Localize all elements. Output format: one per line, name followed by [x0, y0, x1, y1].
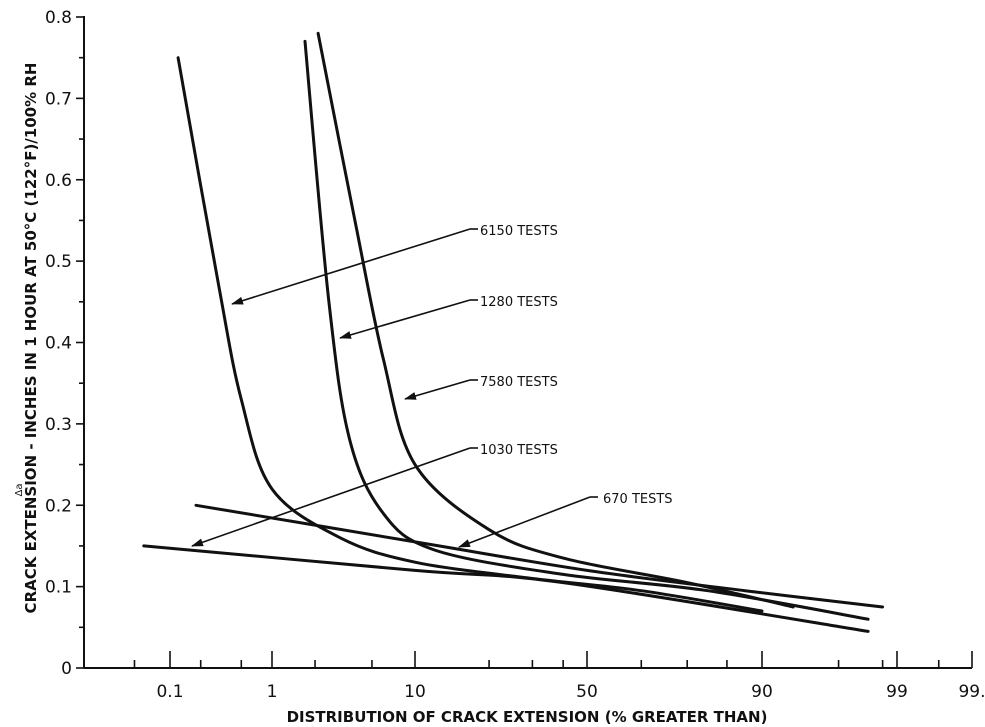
series-label: 7580 TESTS	[480, 375, 558, 390]
annotation-arrow	[458, 496, 591, 548]
x-axis-title: DISTRIBUTION OF CRACK EXTENSION (% GREAT…	[287, 708, 768, 726]
x-tick-label: 1	[267, 682, 278, 702]
series-line-0	[176, 56, 764, 613]
annotation-arrow	[191, 447, 471, 547]
axis-titles: DISTRIBUTION OF CRACK EXTENSION (% GREAT…	[14, 63, 767, 726]
series-label: 6150 TESTS	[480, 224, 558, 239]
x-tick-label: 50	[576, 682, 598, 702]
y-tick-label: 0.2	[45, 496, 72, 516]
series-line-3	[142, 544, 870, 633]
y-tick-label: 0.7	[45, 89, 72, 109]
x-tick-label: 99.	[958, 682, 985, 702]
y-tick-label: 0.4	[45, 334, 72, 354]
y-axis-title: CRACK EXTENSION - INCHES IN 1 HOUR AT 50…	[22, 63, 40, 614]
x-tick-label: 99	[886, 682, 908, 702]
annotations: 6150 TESTS 1280 TESTS 7580 TESTS 1030 TESTS…	[191, 224, 673, 548]
annotation-arrow	[339, 299, 471, 339]
y-tick-label: 0.6	[45, 171, 72, 191]
y-tick-label: 0.8	[45, 8, 72, 28]
series-line-4	[194, 503, 885, 609]
x-tick-label: 10	[404, 682, 426, 702]
axes: 0 0.1 0.2 0.3 0.4 0.5 0.6 0.7 0.8 0.1 1 10 50 90 99 99.	[45, 8, 985, 702]
y-tick-label: 0.5	[45, 252, 72, 272]
y-tick-label: 0.1	[45, 578, 72, 598]
annotation-arrow	[231, 228, 471, 305]
series-label: 670 TESTS	[603, 492, 673, 507]
curves	[142, 31, 885, 633]
series-line-2	[316, 31, 795, 609]
series-label: 1030 TESTS	[480, 443, 558, 458]
annotation-arrow	[404, 379, 471, 400]
series-line-1	[303, 39, 870, 621]
y-tick-label: 0	[61, 659, 72, 679]
series-label: 1280 TESTS	[480, 295, 558, 310]
x-tick-label: 0.1	[156, 682, 183, 702]
x-tick-label: 90	[751, 682, 773, 702]
y-axis-title-prefix: Δa	[14, 484, 25, 497]
y-tick-label: 0.3	[45, 415, 72, 435]
